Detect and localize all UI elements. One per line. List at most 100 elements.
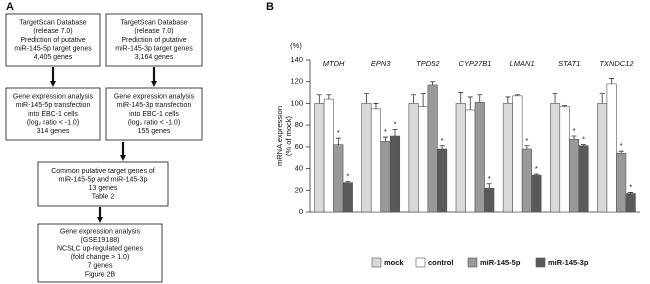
category-label: LMAN1 — [510, 59, 535, 68]
flow-box — [105, 87, 203, 141]
panel-label: B — [266, 1, 274, 13]
flow-text: Table 2 — [92, 194, 115, 201]
error-bar — [562, 105, 568, 107]
error-bar — [420, 93, 426, 107]
y-tick-label: 140 — [290, 55, 303, 64]
y-tick-label: 40 — [295, 164, 303, 173]
flow-text: into EBC-1 cells — [28, 111, 78, 118]
error-bar — [316, 94, 322, 104]
flow-arrows — [50, 67, 157, 223]
category-label: TXNDC12 — [599, 59, 634, 68]
flow-box — [5, 13, 101, 67]
bar — [361, 103, 372, 213]
category-label: MTDH — [323, 59, 345, 68]
error-bar — [486, 183, 492, 189]
significance-mark: * — [629, 182, 632, 191]
bar — [597, 103, 608, 213]
significance-mark: * — [346, 172, 349, 181]
legend-label: mock — [384, 258, 404, 267]
bar — [465, 109, 476, 213]
flow-text: miR-145-3p target genes — [115, 45, 193, 52]
bar — [616, 153, 627, 213]
y-tick-label: 20 — [295, 185, 303, 194]
legend-swatch — [371, 257, 382, 268]
error-bar — [363, 93, 369, 104]
flow-text: 7 genes — [88, 263, 113, 270]
significance-mark: * — [535, 164, 538, 173]
significance-mark: * — [573, 126, 576, 135]
significance-mark: * — [384, 127, 387, 136]
flow-text: miR-145-5p target genes — [14, 45, 92, 52]
error-bar — [439, 145, 445, 150]
flow-text: 314 genes — [37, 128, 70, 135]
category-label: TPD52 — [416, 59, 440, 68]
bar — [578, 145, 589, 213]
flow-text: NCSLC up-regulated genes — [57, 246, 143, 253]
bar — [342, 182, 353, 213]
error-bar — [571, 135, 577, 140]
significance-mark: * — [441, 136, 444, 145]
flow-text: 13 genes — [89, 185, 118, 192]
flow-box — [37, 223, 163, 283]
flow-text: TargetScan Database — [120, 20, 187, 27]
legend-label: miR-145-3p — [548, 258, 589, 267]
panel-label: A — [6, 1, 14, 13]
error-bar — [382, 136, 388, 142]
error-bar — [373, 103, 379, 109]
flow-text: (GSE19188) — [81, 237, 120, 244]
bar — [408, 103, 419, 213]
flow-text: (release 7.0) — [134, 28, 173, 35]
bar — [455, 103, 466, 213]
category-label: EPN3 — [371, 59, 391, 68]
error-bar — [345, 181, 351, 183]
bar — [568, 138, 580, 213]
bar — [531, 174, 542, 213]
legend-label: miR-145-5p — [480, 258, 521, 267]
bar — [370, 108, 382, 213]
error-bar — [524, 145, 530, 150]
significance-mark: * — [582, 135, 585, 144]
flow-text: Prediction of putative — [20, 37, 85, 44]
flow-box — [5, 87, 101, 141]
significance-mark: * — [488, 174, 491, 183]
flow-text: TargetScan Database — [19, 20, 86, 27]
bar — [512, 95, 523, 213]
bar — [502, 103, 513, 213]
bar-chart: (%) mRNA expression (% of mock) 0 20 40 60 80 10… — [275, 41, 640, 268]
error-bar — [467, 96, 473, 110]
error-bar — [628, 192, 634, 194]
bar — [484, 187, 495, 213]
category-label: CYP27B1 — [459, 59, 492, 68]
error-bar — [430, 81, 436, 85]
error-bar — [599, 93, 605, 104]
flow-text: Common putative target genes of — [51, 168, 155, 175]
flow-text: 4,405 genes — [34, 54, 73, 61]
error-bar — [618, 150, 624, 154]
bar — [606, 83, 617, 213]
y-axis-label: (% of mock) — [284, 116, 293, 157]
bar — [559, 106, 570, 213]
legend-swatch — [467, 257, 478, 268]
flow-box — [37, 161, 169, 207]
flow-text: 155 genes — [138, 128, 171, 135]
flow-box — [105, 13, 203, 67]
error-bar — [477, 94, 483, 103]
bar — [625, 193, 636, 213]
flow-text: (release 7.0) — [33, 28, 72, 35]
bar — [521, 148, 532, 213]
flow-text: (fold change > 1.0) — [71, 254, 130, 261]
error-bar — [392, 129, 398, 136]
flow-text: Gene expression analysis — [114, 94, 195, 101]
y-axis-label: mRNA expression — [275, 106, 284, 166]
bar — [474, 102, 485, 213]
y-unit: (%) — [290, 41, 302, 50]
flow-text: into EBC-1 cells — [129, 111, 179, 118]
error-bar — [514, 94, 520, 96]
flow-text: miR-145-5p transfection — [16, 102, 91, 109]
significance-mark: * — [337, 128, 340, 137]
error-bar — [326, 94, 332, 100]
error-bar — [552, 93, 558, 104]
flow-text: Gene expression analysis — [60, 228, 141, 235]
y-tick-label: 100 — [290, 98, 303, 107]
